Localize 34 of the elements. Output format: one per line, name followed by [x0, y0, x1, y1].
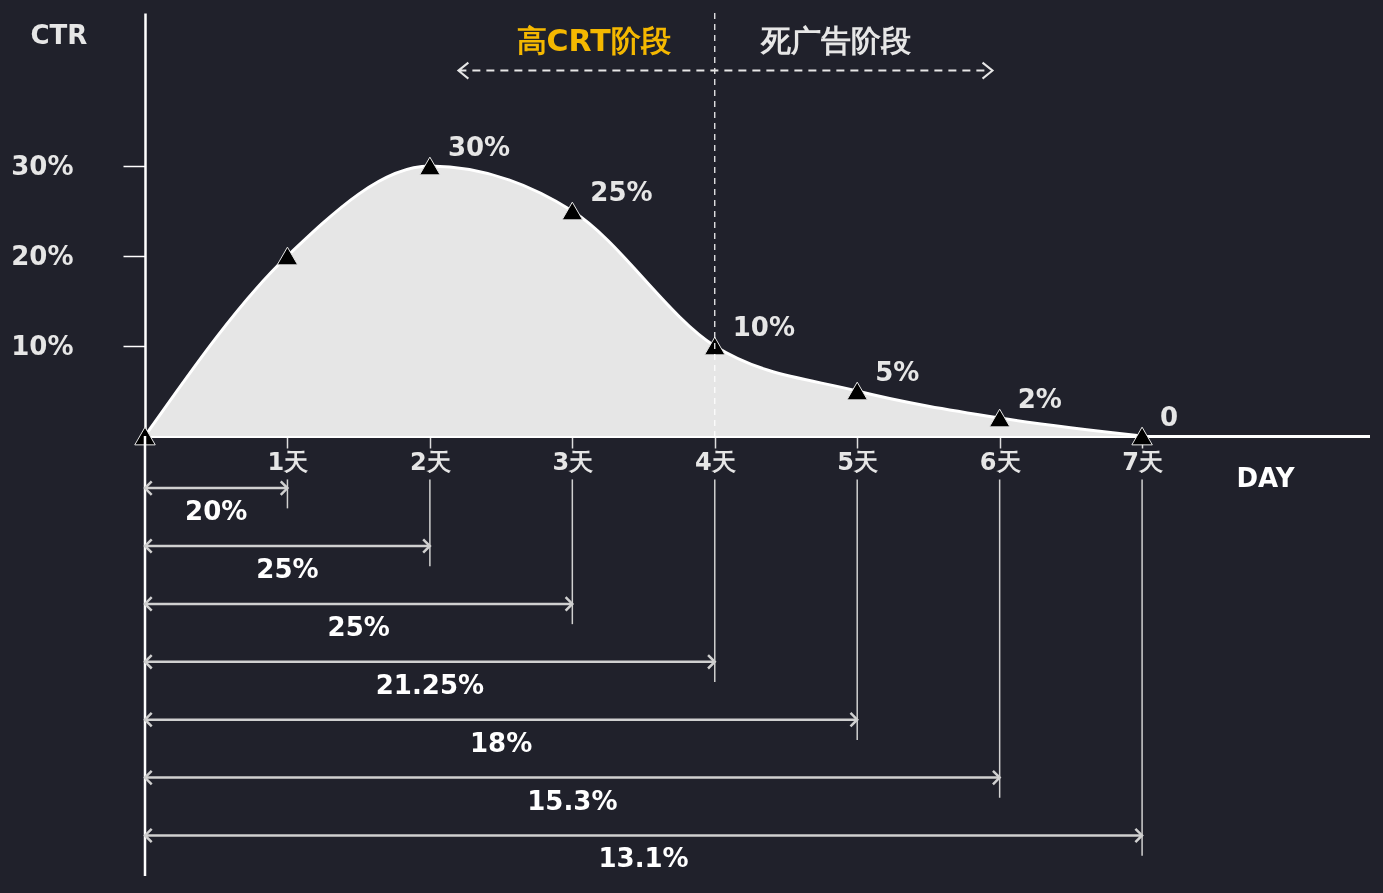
text: 21.25% [375, 669, 485, 700]
annotation: 高CRT阶段 [516, 22, 671, 58]
text: 25% [327, 611, 390, 642]
text: 18% [469, 727, 533, 758]
point [846, 381, 868, 401]
data-label: 25% [590, 177, 653, 207]
point [419, 156, 441, 176]
data-label: 2% [1017, 384, 1062, 414]
x-tick-label: 3天 [552, 447, 594, 476]
point [276, 246, 299, 266]
text: 25% [256, 554, 319, 584]
y-tick-label: 10% [11, 330, 74, 361]
point [988, 408, 1011, 428]
data-label: 0 [1160, 402, 1179, 432]
y-tick-label: 20% [11, 240, 74, 271]
point [561, 201, 584, 221]
data-label: 5% [875, 357, 920, 387]
x-tick-label: 2天 [410, 447, 451, 476]
point [1131, 426, 1153, 446]
data-label: 30% [447, 132, 511, 162]
x-tick-label: 5天 [837, 447, 879, 476]
x-tick-label: 7天 [1122, 447, 1163, 476]
text: 13.1% [598, 843, 689, 874]
y-tick-label: 30% [11, 150, 74, 181]
x-tick-label: 6天 [979, 447, 1021, 476]
point [704, 336, 726, 356]
data-label: 10% [732, 312, 795, 342]
text: 15.3% [527, 785, 618, 816]
text: 20% [185, 496, 248, 527]
y-axis-title: CTR [30, 19, 88, 50]
x-axis-title: DAY [1236, 462, 1296, 493]
x-tick-label: 1天 [267, 447, 309, 476]
annotation: 死广告阶段 [759, 22, 911, 58]
x-tick-label: 4天 [694, 447, 736, 476]
